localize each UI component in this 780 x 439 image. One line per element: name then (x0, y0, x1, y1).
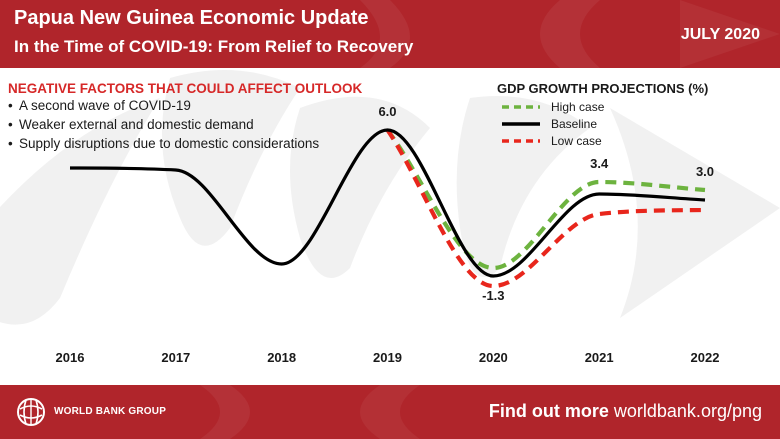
header-banner: Papua New Guinea Economic Update In the … (0, 0, 780, 68)
header-decoration (360, 0, 780, 68)
legend-label-low-case: Low case (551, 134, 602, 148)
legend-item-baseline: Baseline (497, 117, 767, 134)
footer-decoration (200, 385, 420, 439)
find-out-more-label: Find out more (488, 401, 609, 421)
report-subtitle: In the Time of COVID-19: From Relief to … (14, 37, 414, 56)
find-out-more-link[interactable]: Find out more worldbank.org/png (489, 401, 762, 422)
legend-label-baseline: Baseline (551, 117, 598, 131)
x-tick-label: 2021 (585, 350, 614, 365)
x-tick-label: 2018 (267, 350, 296, 365)
x-tick-label: 2016 (56, 350, 85, 365)
chart-title: GDP GROWTH PROJECTIONS (%) (497, 81, 709, 96)
x-tick-label: 2019 (373, 350, 402, 365)
legend-item-low-case: Low case (497, 134, 767, 151)
legend-swatch-low-case (502, 139, 540, 143)
legend-swatch-high-case (502, 105, 540, 109)
factor-item: A second wave of COVID-19 (8, 96, 388, 115)
series-line-high-case (385, 128, 706, 271)
data-label: 3.0 (696, 164, 714, 179)
data-label: -1.3 (482, 288, 504, 303)
world-bank-globe-icon (17, 398, 45, 426)
org-name: WORLD BANK GROUP (54, 406, 167, 417)
factor-item: Weaker external and domestic demand (8, 115, 388, 134)
data-label: 3.4 (590, 156, 609, 171)
factors-title: NEGATIVE FACTORS THAT COULD AFFECT OUTLO… (8, 81, 363, 96)
legend-swatch-baseline (502, 122, 540, 126)
report-date: JULY 2020 (680, 26, 760, 43)
chart-legend: GDP GROWTH PROJECTIONS (%) High case Bas… (497, 81, 767, 151)
factor-item: Supply disruptions due to domestic consi… (8, 134, 388, 153)
series-line-low-case (385, 128, 706, 289)
x-tick-label: 2020 (479, 350, 508, 365)
footer-banner: WORLD BANK GROUP Find out more worldbank… (0, 385, 780, 439)
website-url[interactable]: worldbank.org/png (613, 401, 762, 421)
x-tick-label: 2022 (691, 350, 720, 365)
report-title: Papua New Guinea Economic Update (14, 7, 369, 29)
negative-factors-panel: NEGATIVE FACTORS THAT COULD AFFECT OUTLO… (8, 81, 388, 153)
legend-label-high-case: High case (551, 100, 605, 114)
x-tick-label: 2017 (161, 350, 190, 365)
legend-item-high-case: High case (497, 100, 767, 117)
